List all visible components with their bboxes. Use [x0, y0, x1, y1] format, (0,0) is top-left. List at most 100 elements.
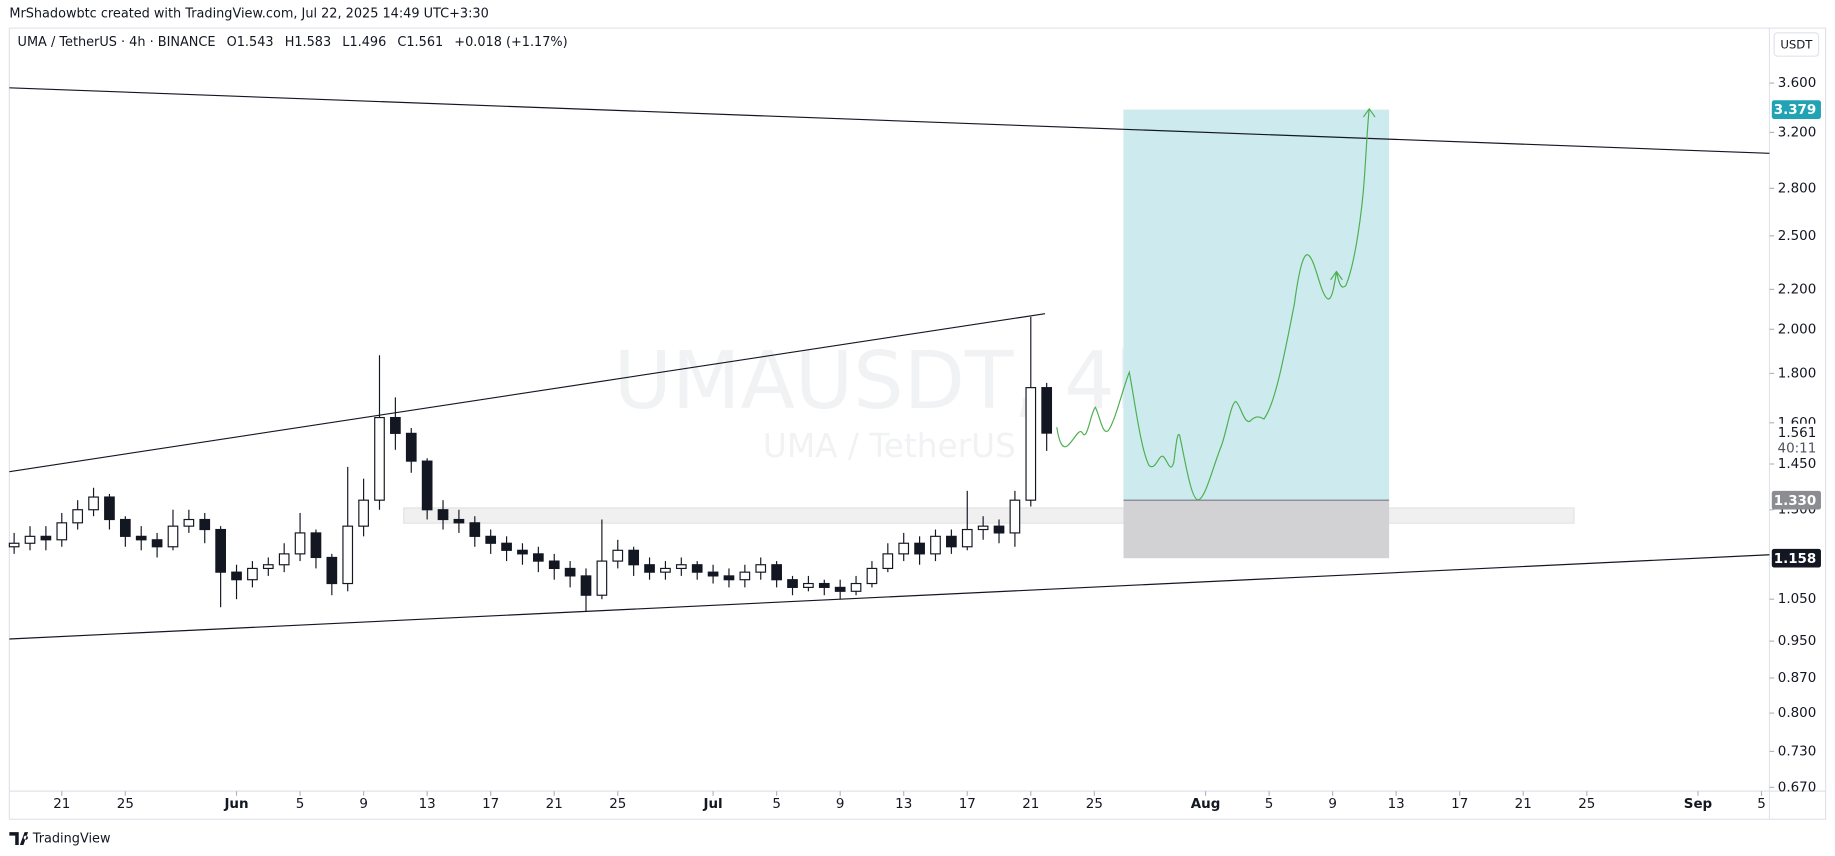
- x-tick-label: 13: [895, 797, 912, 812]
- y-tick-label: 0.800: [1778, 706, 1816, 721]
- currency-button[interactable]: USDT: [1773, 32, 1820, 57]
- price-label: 3.379: [1774, 103, 1817, 118]
- candle-body: [453, 518, 465, 524]
- candle-body: [580, 575, 592, 596]
- last-price-box: [1771, 423, 1821, 457]
- candle-body: [167, 525, 179, 548]
- currency-button-frame[interactable]: [1773, 32, 1820, 57]
- candle-body: [358, 499, 369, 527]
- candles: [8, 316, 1053, 612]
- candle-body: [88, 496, 99, 511]
- candle-body: [660, 567, 671, 573]
- y-tick-label: 0.670: [1778, 780, 1816, 795]
- candle-body: [1041, 387, 1053, 434]
- watermark: UMAUSDT, 4h UMA / TetherUS: [614, 334, 1166, 465]
- candle-body: [596, 560, 608, 596]
- y-tick-label: 1.450: [1778, 457, 1816, 472]
- trend-lines: [9, 87, 1770, 640]
- countdown-label: 40:11: [1778, 441, 1817, 456]
- candle-body: [104, 496, 115, 521]
- candle-body: [755, 564, 767, 573]
- x-tick-label: 5: [1757, 797, 1766, 812]
- ohlc-low: L1.496: [342, 35, 386, 50]
- candle-body: [787, 579, 798, 588]
- candle-body: [628, 549, 640, 566]
- projection-arrow: [1330, 270, 1343, 281]
- long-position: [1123, 109, 1390, 559]
- x-tick-label: 9: [359, 797, 368, 812]
- candle-body: [961, 528, 973, 548]
- candle-body: [469, 522, 481, 537]
- x-tick-label: Jul: [702, 797, 722, 812]
- y-tick-label: 2.200: [1778, 282, 1816, 297]
- x-tick-label: 25: [1086, 797, 1103, 812]
- candle-body: [262, 564, 274, 570]
- y-tick-label: 0.950: [1778, 634, 1816, 649]
- candle-body: [612, 549, 624, 562]
- candle-body: [691, 564, 703, 573]
- x-tick-label: 25: [117, 797, 134, 812]
- x-tick-label: Aug: [1191, 797, 1221, 812]
- x-tick-label: 5: [772, 797, 781, 812]
- candle-body: [548, 560, 560, 570]
- x-tick-label: Jun: [223, 797, 248, 812]
- projection-arrow: [1362, 107, 1376, 118]
- candle-body: [501, 542, 512, 551]
- price-label: 1.330: [1774, 494, 1817, 509]
- candle-body: [993, 525, 1005, 534]
- author-line: MrShadowbtc created with TradingView.com…: [9, 7, 488, 22]
- ohlc-open: O1.543: [227, 35, 274, 50]
- candle-body: [564, 567, 576, 577]
- candle-body: [199, 518, 211, 531]
- candle-body: [898, 542, 910, 555]
- candle-body: [8, 542, 20, 548]
- x-tick-label: 21: [1022, 797, 1039, 812]
- y-tick-label: 2.000: [1778, 322, 1816, 337]
- ohlc-close: C1.561: [397, 35, 443, 50]
- candle-body: [675, 564, 687, 570]
- candle-body: [183, 518, 195, 527]
- candle-body: [231, 571, 242, 581]
- candle-body: [421, 460, 433, 511]
- candle-body: [326, 556, 338, 585]
- candle-body: [739, 571, 751, 581]
- candle-body: [342, 525, 354, 585]
- candle-body: [1009, 499, 1021, 534]
- x-tick-label: 5: [296, 797, 305, 812]
- axes: 0.6700.7300.8000.8700.9501.0501.3001.450…: [53, 76, 1821, 812]
- price-label-box: [1771, 490, 1821, 510]
- candle-body: [946, 535, 957, 548]
- candle-body: [818, 582, 830, 588]
- candle-body: [485, 535, 497, 544]
- candle-body: [135, 535, 147, 541]
- x-tick-label: 5: [1265, 797, 1274, 812]
- symbol-legend: UMA / TetherUS · 4h · BINANCE O1.543 H1.…: [18, 35, 568, 50]
- trend-line: [9, 554, 1770, 640]
- candle-body: [119, 518, 131, 537]
- x-tick-label: Sep: [1684, 797, 1713, 812]
- candle-body: [834, 586, 846, 592]
- y-tick-label: 1.800: [1778, 366, 1816, 381]
- chart-frame: [8, 27, 1827, 820]
- candle-body: [40, 535, 52, 541]
- candle-body: [930, 535, 941, 555]
- currency-label[interactable]: USDT: [1780, 38, 1813, 52]
- candle-body: [850, 582, 862, 592]
- y-tick-label: 0.870: [1778, 671, 1816, 686]
- candle-body: [278, 553, 290, 566]
- price-label-box: [1771, 548, 1821, 568]
- projection-path: [1056, 108, 1370, 501]
- watermark-name: UMA / TetherUS: [763, 427, 1016, 465]
- candle-body: [390, 416, 401, 434]
- candle-body: [72, 509, 84, 524]
- candle-body: [374, 416, 385, 501]
- candle-body: [215, 528, 226, 573]
- legend: UMA / TetherUS · 4h · BINANCE O1.543 H1.…: [18, 35, 568, 50]
- candle-body: [723, 575, 735, 581]
- candle-body: [247, 567, 258, 581]
- x-tick-label: 17: [1451, 797, 1468, 812]
- brand-name[interactable]: TradingView: [32, 832, 111, 847]
- last-price-label: 1.561: [1778, 426, 1816, 441]
